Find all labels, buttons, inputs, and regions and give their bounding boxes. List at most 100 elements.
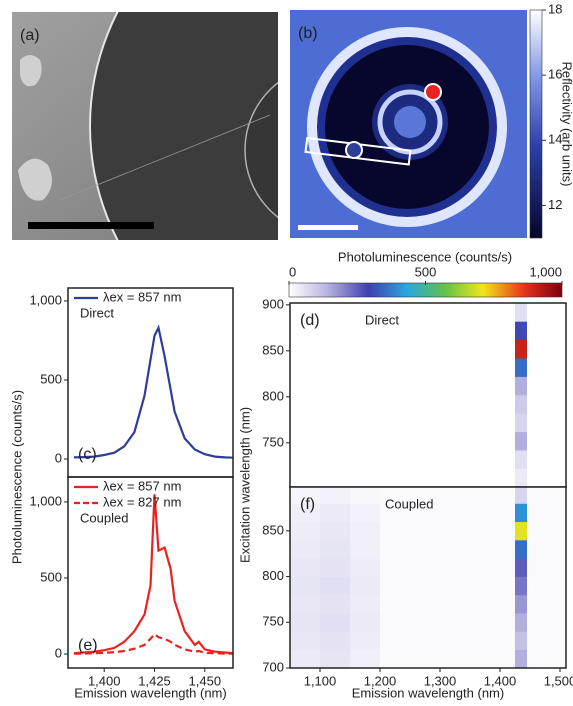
heat-cell xyxy=(440,649,471,669)
heat-cell xyxy=(470,450,501,469)
x-tick-label: 1,425 xyxy=(138,673,171,688)
heat-cell xyxy=(380,649,411,669)
heat-cell xyxy=(380,613,411,632)
heat-cell xyxy=(440,321,471,341)
heat-cell xyxy=(380,303,411,322)
heat-cell xyxy=(440,594,471,614)
heat-cell xyxy=(500,631,516,651)
heat-cell xyxy=(410,594,441,614)
heat-cell xyxy=(500,521,516,541)
heat-cell xyxy=(320,540,351,559)
annotation: Coupled xyxy=(385,496,433,511)
heat-cell xyxy=(290,487,321,504)
heat-cell xyxy=(290,613,321,632)
plot-frame xyxy=(289,486,567,669)
heat-cell xyxy=(500,503,516,523)
heat-cell xyxy=(500,594,516,614)
heat-cell xyxy=(350,576,381,596)
heat-cell xyxy=(350,321,381,341)
colorbar-tick-label: 16 xyxy=(548,67,562,82)
heat-cell xyxy=(470,649,501,669)
heat-cell xyxy=(527,594,567,614)
heat-cell xyxy=(380,468,411,488)
colorbar-tick-label: 500 xyxy=(415,264,437,279)
heat-cell xyxy=(440,358,471,377)
heat-cell xyxy=(350,450,381,469)
heat-cell xyxy=(440,431,471,451)
heat-cell xyxy=(440,450,471,469)
heat-cell xyxy=(320,431,351,451)
heat-cell xyxy=(515,540,528,559)
heat-cell xyxy=(527,540,567,559)
heat-cell xyxy=(410,487,441,504)
heat-cell xyxy=(290,631,321,651)
heat-cell xyxy=(500,558,516,577)
heat-cell xyxy=(320,594,351,614)
y-tick-label: 800 xyxy=(262,568,284,583)
colorbar-tick-label: 18 xyxy=(548,1,562,16)
heat-cell xyxy=(470,540,501,559)
heat-cell xyxy=(290,321,321,341)
heat-cell xyxy=(515,358,528,377)
heat-cell xyxy=(515,339,528,359)
plot-frame xyxy=(67,476,234,669)
heat-cell xyxy=(527,395,567,414)
heat-cell xyxy=(410,321,441,341)
y-tick-label: 750 xyxy=(262,434,284,449)
heat-cell xyxy=(350,413,381,433)
heat-cell xyxy=(500,468,516,488)
heat-cell xyxy=(320,339,351,359)
heat-cell xyxy=(527,649,567,669)
heat-cell xyxy=(527,631,567,651)
heat-cell xyxy=(350,431,381,451)
heat-cell xyxy=(470,503,501,523)
heat-cell xyxy=(440,395,471,414)
x-axis-label: Emission wavelength (nm) xyxy=(74,685,226,700)
heat-cell xyxy=(527,303,567,322)
heat-cell xyxy=(320,321,351,341)
heat-cell xyxy=(350,468,381,488)
heat-cell xyxy=(350,303,381,322)
heat-cell xyxy=(380,521,411,541)
colorbar xyxy=(529,9,543,239)
heat-cell xyxy=(500,649,516,669)
legend-label: λex = 857 nm xyxy=(103,289,181,304)
heat-cell xyxy=(410,631,441,651)
heat-cell xyxy=(320,503,351,523)
heat-cell xyxy=(410,303,441,322)
heat-cell xyxy=(350,521,381,541)
heat-cell xyxy=(410,468,441,488)
heat-cell xyxy=(470,594,501,614)
y-tick-label: 750 xyxy=(262,614,284,629)
heat-cell xyxy=(515,631,528,651)
heat-cell xyxy=(410,613,441,632)
heat-cell xyxy=(350,503,381,523)
heat-cell xyxy=(470,521,501,541)
heat-cell xyxy=(470,468,501,488)
panel-label: (a) xyxy=(20,27,40,44)
heat-cell xyxy=(470,303,501,322)
heat-cell xyxy=(320,631,351,651)
heat-cell xyxy=(470,339,501,359)
heat-cell xyxy=(440,376,471,396)
heat-cell xyxy=(515,649,528,669)
heat-cell xyxy=(410,649,441,669)
heat-cell xyxy=(320,358,351,377)
heat-cell xyxy=(290,413,321,433)
heat-cell xyxy=(320,649,351,669)
x-tick-label: 1,500 xyxy=(544,673,573,688)
sem-image xyxy=(12,12,278,240)
heat-cell xyxy=(380,358,411,377)
heat-cell xyxy=(350,649,381,669)
heat-cell xyxy=(320,468,351,488)
heat-cell xyxy=(290,521,321,541)
x-tick-label: 1,200 xyxy=(364,673,397,688)
heat-cell xyxy=(380,450,411,469)
heat-cell xyxy=(470,376,501,396)
y-tick-label: 850 xyxy=(262,342,284,357)
colorbar xyxy=(288,282,563,298)
heat-cell xyxy=(440,468,471,488)
heat-cell xyxy=(350,631,381,651)
heat-cell xyxy=(470,395,501,414)
